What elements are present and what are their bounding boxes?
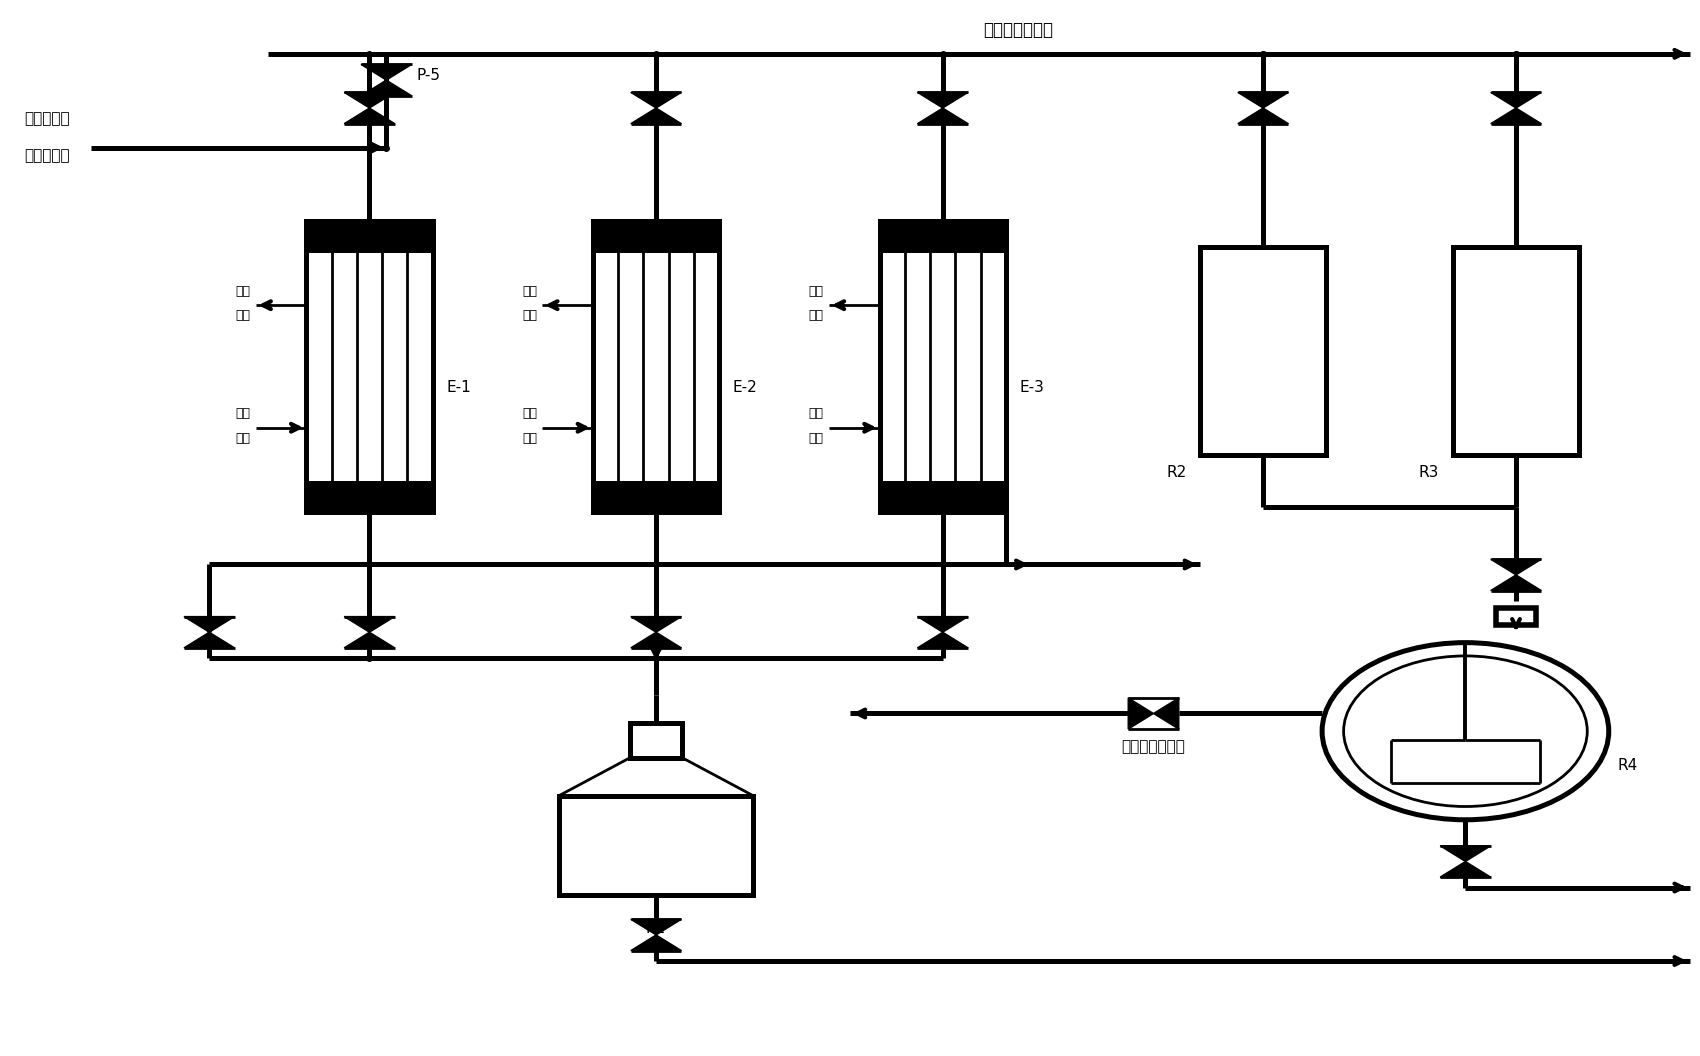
Polygon shape — [631, 108, 682, 124]
Text: E-1: E-1 — [445, 380, 471, 395]
Text: 盐水: 盐水 — [809, 285, 824, 298]
Polygon shape — [631, 935, 682, 950]
Polygon shape — [1238, 108, 1289, 124]
Text: 盐水: 盐水 — [809, 408, 824, 420]
Text: 甲氨基甲酰: 甲氨基甲酰 — [24, 111, 70, 126]
Text: 出口: 出口 — [236, 309, 250, 322]
Text: 进口: 进口 — [236, 432, 250, 445]
Text: R3: R3 — [1420, 466, 1440, 480]
Bar — [306, 221, 434, 512]
Text: 盐水: 盐水 — [236, 285, 250, 298]
Text: 出口: 出口 — [809, 309, 824, 322]
Polygon shape — [1238, 92, 1289, 108]
Polygon shape — [1491, 108, 1542, 124]
Polygon shape — [1491, 92, 1542, 108]
Bar — [879, 221, 1006, 250]
Polygon shape — [918, 633, 967, 647]
Polygon shape — [184, 633, 235, 647]
Polygon shape — [631, 617, 682, 633]
Bar — [306, 221, 434, 250]
Text: R1: R1 — [646, 922, 666, 937]
Polygon shape — [918, 617, 967, 633]
Text: 去尾气处理系统: 去尾气处理系统 — [984, 21, 1054, 39]
Polygon shape — [343, 108, 394, 124]
Text: 盐水: 盐水 — [522, 408, 537, 420]
Text: R2: R2 — [1166, 466, 1187, 480]
Text: P-5: P-5 — [416, 69, 440, 83]
Polygon shape — [631, 633, 682, 647]
Polygon shape — [631, 92, 682, 108]
Polygon shape — [631, 920, 682, 935]
Polygon shape — [1491, 574, 1542, 590]
Text: 盐水: 盐水 — [522, 285, 537, 298]
Polygon shape — [343, 617, 394, 633]
Polygon shape — [918, 108, 967, 124]
Text: E-3: E-3 — [1020, 380, 1044, 395]
Polygon shape — [1129, 698, 1154, 729]
Polygon shape — [918, 92, 967, 108]
Bar — [1454, 247, 1579, 455]
Bar — [879, 221, 1006, 512]
Polygon shape — [184, 617, 235, 633]
Bar — [306, 484, 434, 512]
Text: E-2: E-2 — [733, 380, 758, 395]
Text: 去尾气处理系统: 去尾气处理系统 — [1122, 739, 1185, 755]
Bar — [631, 723, 682, 758]
Polygon shape — [1491, 560, 1542, 574]
Bar — [593, 484, 719, 512]
Text: 氯分解尾气: 氯分解尾气 — [24, 149, 70, 164]
Text: 盐水: 盐水 — [236, 408, 250, 420]
Text: 进口: 进口 — [809, 432, 824, 445]
Bar — [593, 221, 719, 512]
Bar — [879, 484, 1006, 512]
Bar — [1200, 247, 1326, 455]
Text: R4: R4 — [1617, 758, 1637, 773]
Polygon shape — [360, 64, 411, 80]
Bar — [1496, 608, 1537, 625]
Bar — [559, 795, 753, 895]
Text: 出口: 出口 — [522, 309, 537, 322]
Polygon shape — [360, 80, 411, 96]
Text: 进口: 进口 — [522, 432, 537, 445]
Polygon shape — [1440, 862, 1491, 878]
Polygon shape — [343, 633, 394, 647]
Polygon shape — [343, 92, 394, 108]
Polygon shape — [1154, 698, 1178, 729]
Bar — [593, 221, 719, 250]
Polygon shape — [1440, 846, 1491, 862]
